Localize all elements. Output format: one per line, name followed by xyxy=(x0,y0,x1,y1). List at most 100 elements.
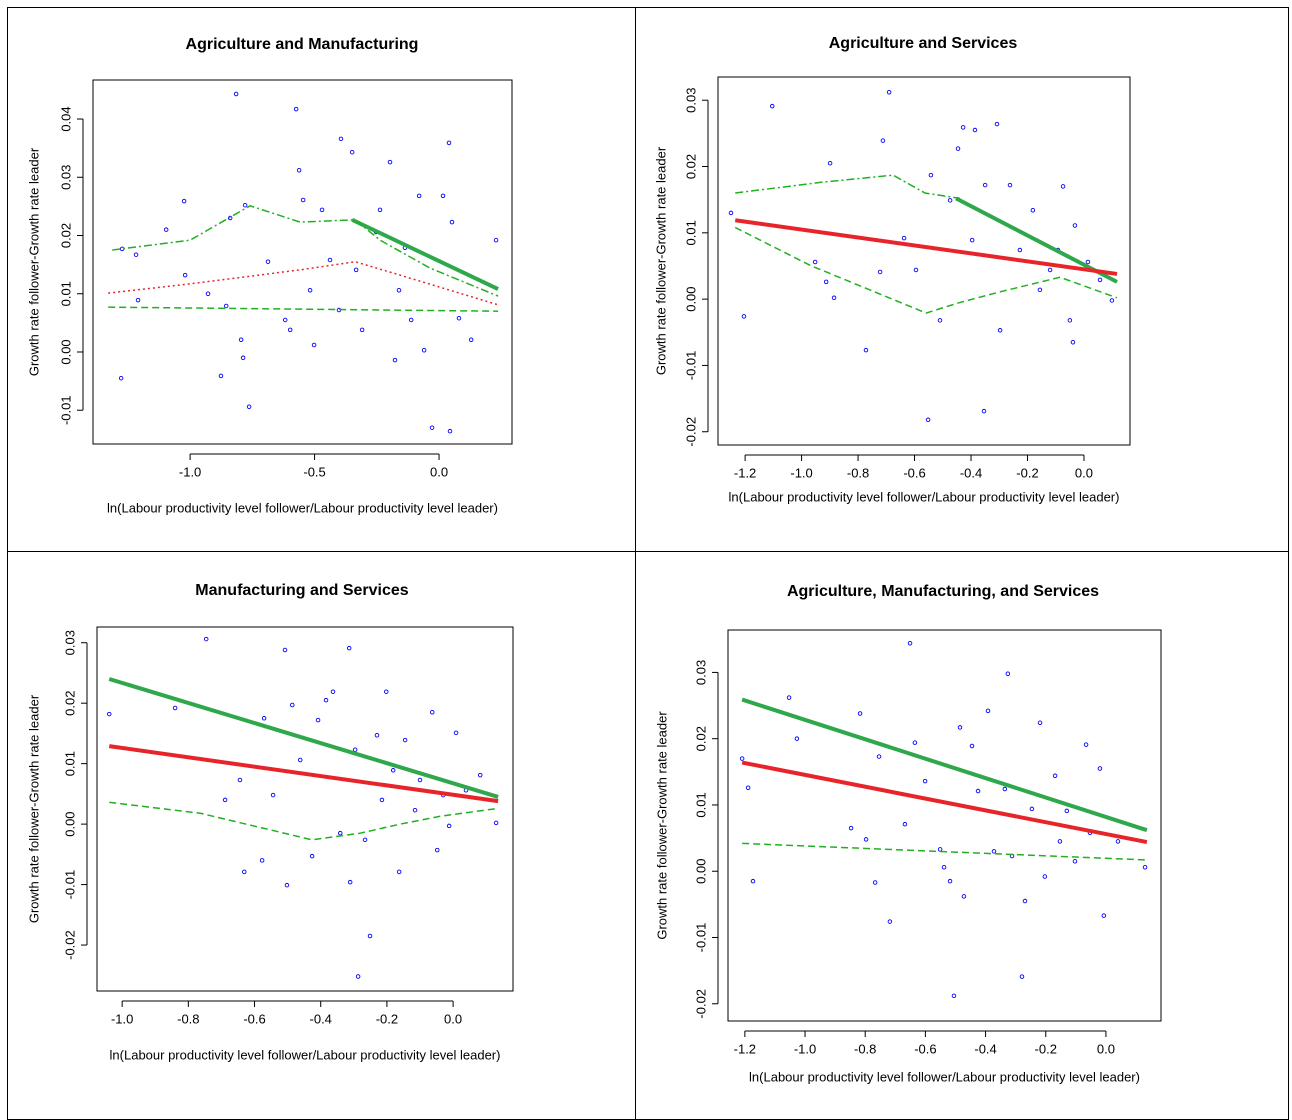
data-point xyxy=(362,837,368,843)
y-axis-label: Growth rate follower-Growth rate leader xyxy=(26,694,41,923)
data-point xyxy=(877,269,883,275)
data-point xyxy=(172,705,178,711)
data-point xyxy=(876,754,882,759)
fit-line xyxy=(741,697,1148,833)
data-point xyxy=(338,136,344,142)
data-point xyxy=(319,207,325,213)
chart-title: Agriculture and Services xyxy=(829,35,1018,52)
data-point xyxy=(383,689,389,694)
data-point xyxy=(872,880,878,885)
data-point xyxy=(392,357,398,363)
data-point xyxy=(1070,339,1076,345)
data-point xyxy=(416,193,422,199)
data-point xyxy=(106,711,112,717)
y-tick-label: 0.03 xyxy=(58,165,73,190)
data-point xyxy=(440,193,446,199)
data-point xyxy=(296,168,302,173)
x-tick-label: -1.0 xyxy=(111,1011,133,1026)
data-point xyxy=(182,272,188,278)
data-point xyxy=(902,821,908,827)
data-point xyxy=(981,408,987,414)
y-tick-label: -0.02 xyxy=(693,989,708,1019)
data-point xyxy=(315,717,321,723)
data-point xyxy=(223,303,229,309)
data-point xyxy=(1057,839,1063,844)
chart-title: Manufacturing and Services xyxy=(195,582,408,599)
y-tick-label: 0.01 xyxy=(683,220,698,245)
data-point xyxy=(922,778,928,784)
data-point xyxy=(330,689,336,694)
data-point xyxy=(323,697,329,703)
data-point xyxy=(1067,318,1073,323)
x-tick-label: -0.4 xyxy=(974,1041,996,1056)
data-point xyxy=(359,327,365,333)
x-tick-label: -1.0 xyxy=(179,464,201,479)
data-point xyxy=(284,882,290,888)
data-point xyxy=(972,127,978,133)
data-point xyxy=(242,202,248,208)
data-point xyxy=(857,711,863,716)
y-tick-label: 0.02 xyxy=(62,691,77,716)
data-point xyxy=(991,849,997,854)
x-tick-label: -0.4 xyxy=(960,465,982,480)
x-tick-label: -0.2 xyxy=(1035,1041,1057,1056)
x-tick-label: -0.6 xyxy=(243,1011,265,1026)
data-point xyxy=(265,259,271,264)
data-point xyxy=(118,375,124,381)
data-point xyxy=(242,869,247,875)
data-point xyxy=(947,198,953,203)
data-point xyxy=(477,772,483,778)
data-point xyxy=(728,210,734,216)
fit-line xyxy=(955,196,1118,284)
data-point xyxy=(951,993,957,999)
fit-line xyxy=(108,677,499,799)
data-point xyxy=(901,235,907,241)
fit-line xyxy=(741,760,1148,845)
data-point xyxy=(261,716,267,721)
data-point xyxy=(982,182,988,188)
plot-frame xyxy=(92,79,513,445)
y-tick-label: 0.03 xyxy=(683,88,698,113)
data-point xyxy=(396,869,402,875)
y-tick-label: 0.02 xyxy=(58,223,73,248)
data-point xyxy=(1097,277,1103,283)
x-tick-label: -0.4 xyxy=(310,1011,332,1026)
data-point xyxy=(1029,806,1035,812)
data-point xyxy=(913,267,919,273)
data-point xyxy=(300,197,306,203)
data-point xyxy=(1042,874,1048,879)
y-tick-label: 0.03 xyxy=(693,660,708,685)
x-tick-label: 0.0 xyxy=(444,1011,462,1026)
data-point xyxy=(259,858,265,863)
x-tick-label: -1.0 xyxy=(794,1041,816,1056)
fit-line xyxy=(734,226,1118,314)
data-point xyxy=(374,732,380,738)
fit-line xyxy=(112,204,499,297)
data-point xyxy=(985,708,991,714)
data-point xyxy=(468,337,474,343)
data-point xyxy=(812,259,818,265)
data-point xyxy=(1064,808,1070,814)
data-point xyxy=(293,106,299,112)
y-axis-label: Growth rate follower-Growth rate leader xyxy=(654,711,669,940)
data-point xyxy=(421,347,427,353)
plot-frame xyxy=(727,629,1162,1022)
data-point xyxy=(1085,259,1091,265)
y-tick-label: 0.03 xyxy=(62,630,77,655)
data-point xyxy=(937,847,943,852)
data-point xyxy=(297,757,303,763)
data-point xyxy=(928,172,934,178)
data-point xyxy=(346,645,352,651)
data-point xyxy=(997,328,1003,333)
data-point xyxy=(1115,839,1121,844)
data-point xyxy=(402,737,408,743)
data-point xyxy=(960,125,966,130)
data-point xyxy=(1005,671,1011,676)
data-point xyxy=(955,146,961,151)
data-point xyxy=(863,837,869,842)
data-point xyxy=(1072,859,1078,864)
data-point xyxy=(1109,298,1115,303)
x-tick-label: -0.2 xyxy=(1016,465,1038,480)
data-point xyxy=(434,847,440,853)
